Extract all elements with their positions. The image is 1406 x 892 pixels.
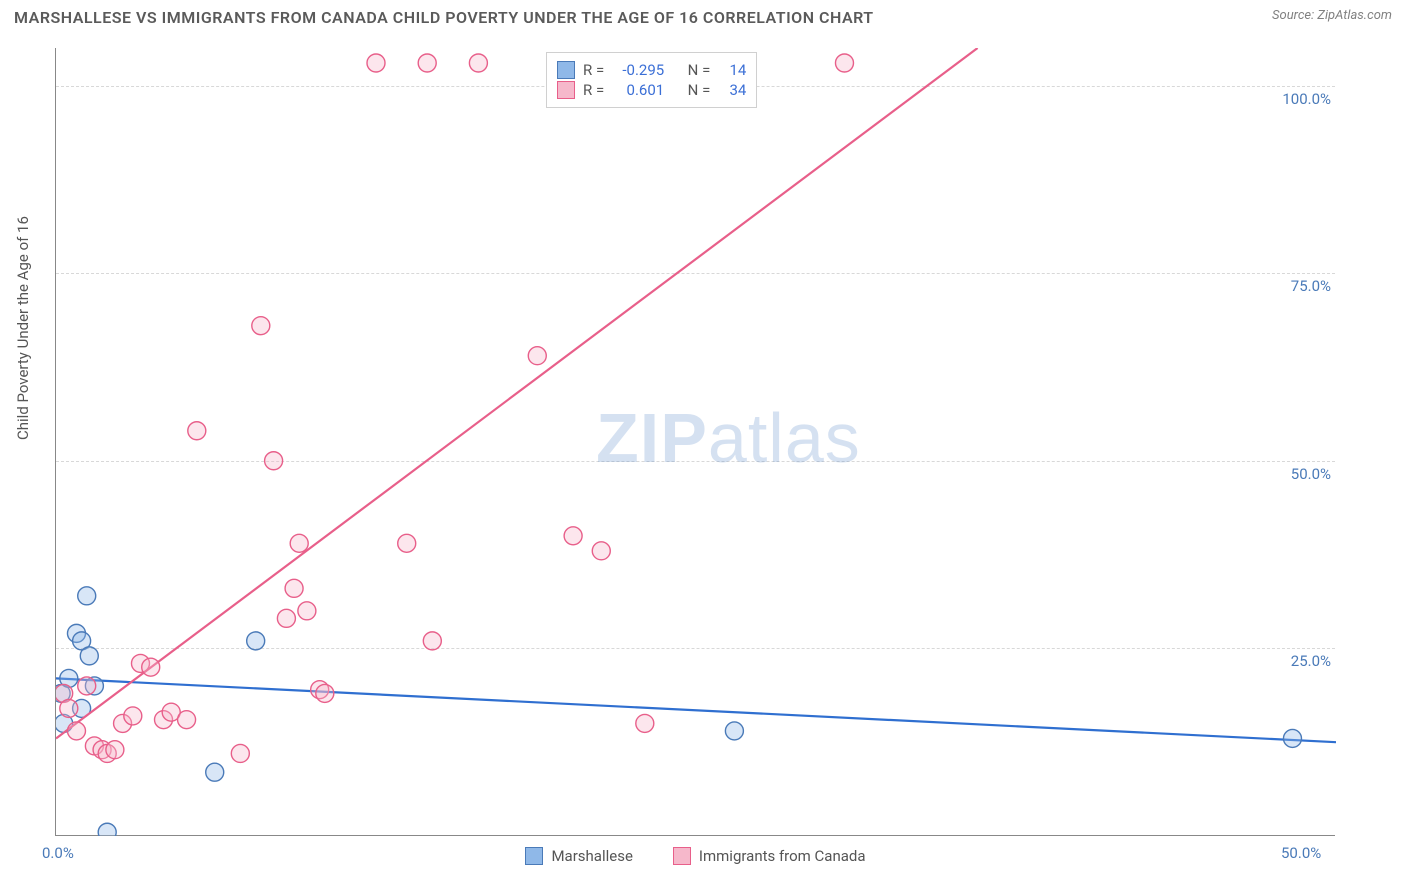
data-point-series-2 [67,722,85,740]
data-point-series-2 [367,54,385,72]
data-point-series-2 [60,699,78,717]
data-point-series-2 [142,658,160,676]
plot-area: 25.0%50.0%75.0%100.0% ZIPatlas R = -0.29… [55,48,1335,836]
data-point-series-1 [78,587,96,605]
stats-n-value-2: 34 [718,81,746,99]
swatch-series-2 [557,81,575,99]
data-point-series-2 [564,527,582,545]
legend-item-1: Marshallese [525,847,632,865]
data-point-series-2 [265,452,283,470]
data-point-series-1 [98,823,116,841]
data-point-series-2 [528,347,546,365]
stats-n-value-1: 14 [718,61,746,79]
data-point-series-2 [423,632,441,650]
data-point-series-2 [835,54,853,72]
data-point-series-1 [206,763,224,781]
data-point-series-2 [188,422,206,440]
data-point-series-2 [178,711,196,729]
data-point-series-1 [80,647,98,665]
data-point-series-2 [592,542,610,560]
stats-r-value-2: 0.601 [612,81,664,99]
stats-row-series-1: R = -0.295 N = 14 [557,61,746,79]
swatch-series-1 [525,847,543,865]
x-tick-label: 50.0% [1281,844,1321,862]
swatch-series-1 [557,61,575,79]
data-point-series-2 [298,602,316,620]
data-point-series-2 [106,741,124,759]
legend-label-1: Marshallese [551,847,632,865]
data-point-series-2 [290,534,308,552]
x-tick-label: 0.0% [42,844,74,862]
chart-svg [56,48,1335,835]
data-point-series-2 [277,609,295,627]
stats-r-label: R = [583,61,604,79]
trend-line-series-2 [56,48,978,738]
data-point-series-1 [725,722,743,740]
data-point-series-2 [418,54,436,72]
stats-r-label: R = [583,81,604,99]
source-label: Source: ZipAtlas.com [1272,8,1392,23]
data-point-series-2 [285,579,303,597]
swatch-series-2 [673,847,691,865]
data-point-series-2 [398,534,416,552]
data-point-series-2 [469,54,487,72]
data-point-series-1 [247,632,265,650]
data-point-series-1 [1283,729,1301,747]
data-point-series-2 [252,317,270,335]
data-point-series-2 [124,707,142,725]
y-axis-label: Child Poverty Under the Age of 16 [14,216,32,440]
legend-label-2: Immigrants from Canada [699,847,866,865]
data-point-series-2 [231,744,249,762]
stats-legend: R = -0.295 N = 14 R = 0.601 N = 34 [546,52,757,108]
legend-item-2: Immigrants from Canada [673,847,866,865]
stats-row-series-2: R = 0.601 N = 34 [557,81,746,99]
chart-title: MARSHALLESE VS IMMIGRANTS FROM CANADA CH… [14,8,874,27]
data-point-series-2 [78,677,96,695]
stats-r-value-1: -0.295 [612,61,664,79]
data-point-series-2 [636,714,654,732]
series-legend: Marshallese Immigrants from Canada [56,847,1335,865]
trend-line-series-1 [56,678,1336,742]
stats-n-label: N = [688,81,711,99]
data-point-series-2 [316,684,334,702]
stats-n-label: N = [688,61,711,79]
